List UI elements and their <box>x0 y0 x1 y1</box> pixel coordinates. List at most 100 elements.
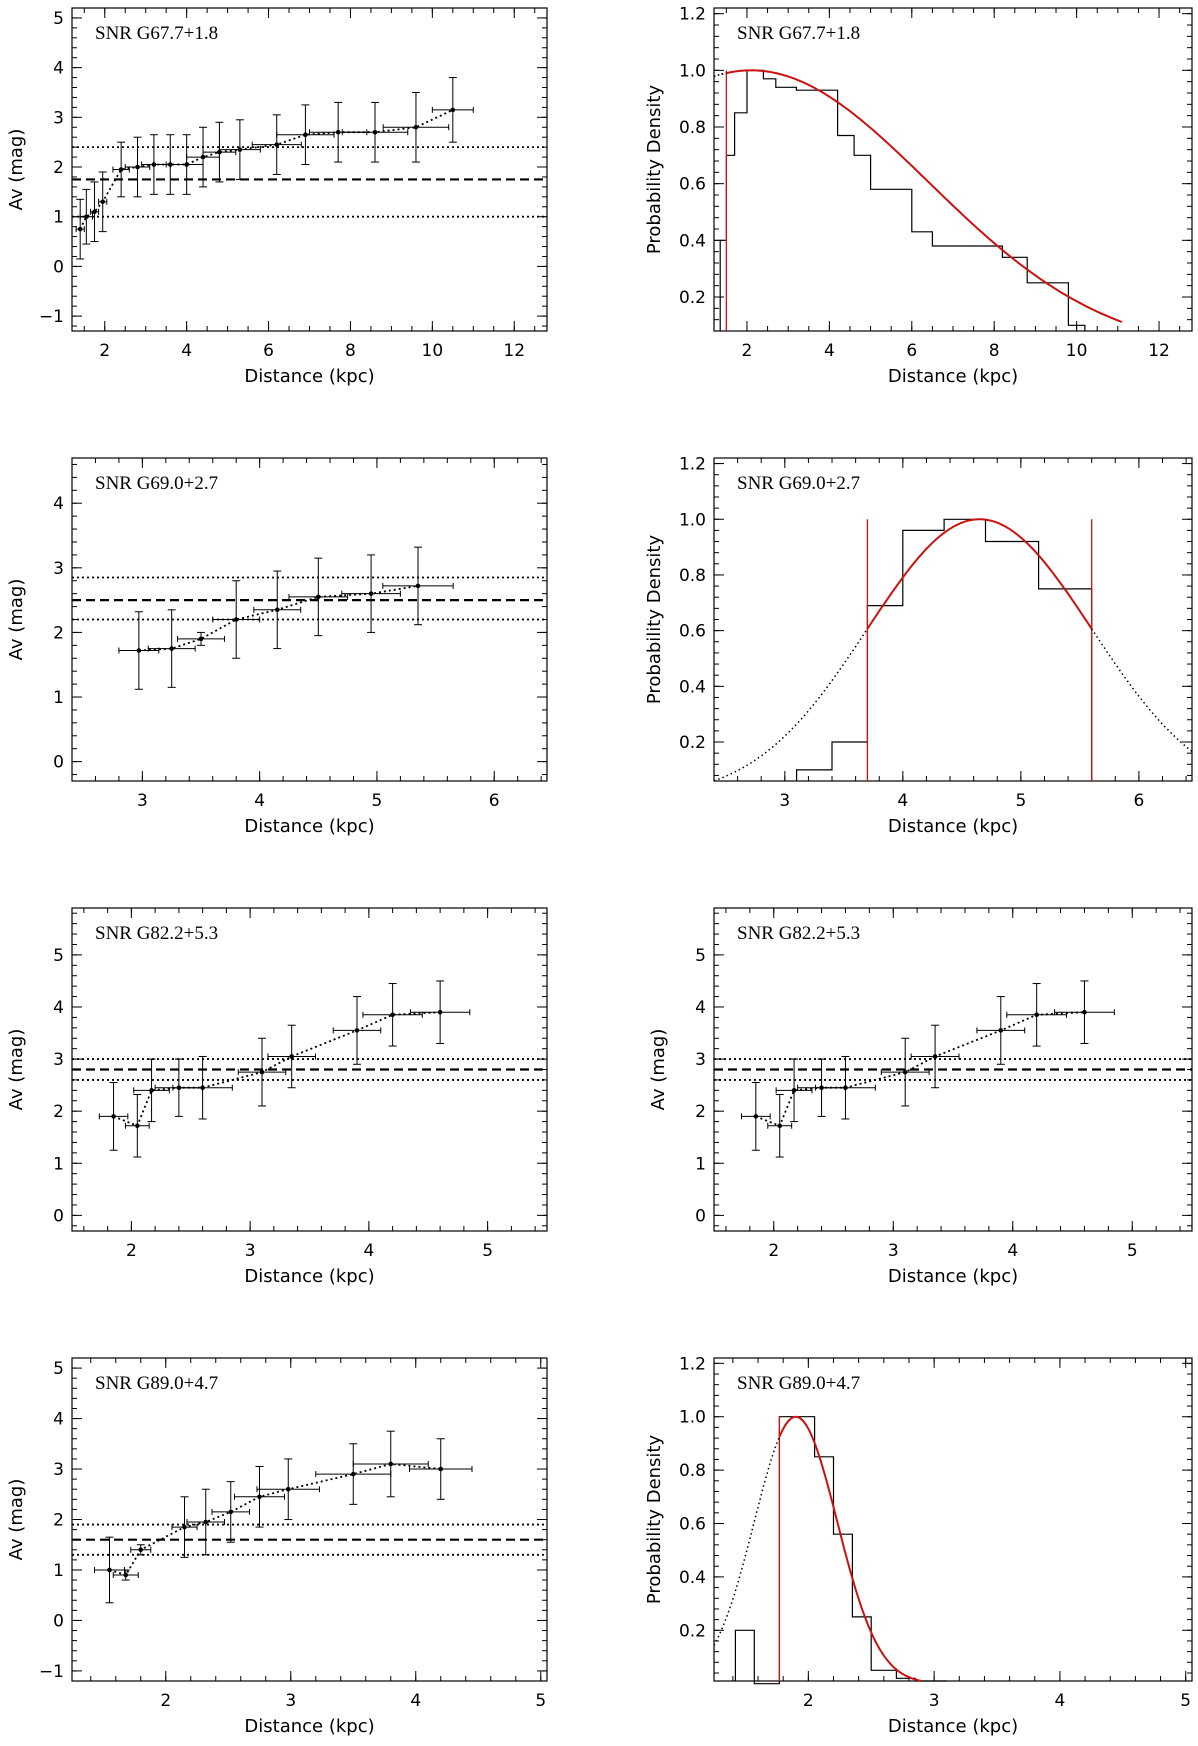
data-point <box>135 164 140 170</box>
y-tick-label: 0.2 <box>679 288 706 308</box>
x-tick-label: 4 <box>363 1241 374 1261</box>
data-point <box>932 1054 938 1059</box>
y-axis-label: Probability Density <box>644 535 665 705</box>
data-layer <box>713 518 1193 782</box>
data-point <box>438 1466 444 1472</box>
fit-curve <box>726 69 1123 323</box>
x-tick-label: 5 <box>1015 791 1026 811</box>
data-point <box>100 199 106 205</box>
y-tick-label: 0.6 <box>679 1515 706 1535</box>
x-tick-label: 3 <box>285 1691 296 1711</box>
data-point <box>753 1114 759 1119</box>
data-point <box>138 1547 144 1553</box>
plot-frame <box>71 1357 548 1682</box>
trend-line <box>755 1011 1085 1127</box>
y-tick-label: 5 <box>53 9 64 29</box>
data-point <box>1034 1012 1039 1018</box>
y-tick-label: 1 <box>53 1154 64 1174</box>
data-point <box>237 147 243 152</box>
y-tick-label: −1 <box>39 307 64 327</box>
data-point <box>149 1088 154 1093</box>
fit-curve-extrapolated <box>1091 628 1193 753</box>
panel-title: SNR G67.7+1.8 <box>737 23 860 44</box>
fit-curve-extrapolated <box>713 1436 781 1646</box>
panel-g89-pdf: SNR G89.0+4.7 Distance (kpc) Probability… <box>644 1354 1193 1737</box>
y-tick-label: 4 <box>53 998 64 1018</box>
trend-line <box>138 585 419 652</box>
data-layer <box>713 1415 947 1685</box>
y-tick-label: 0.4 <box>679 1568 706 1588</box>
x-axis-label: Distance (kpc) <box>244 366 374 387</box>
data-point <box>107 1567 112 1573</box>
data-point <box>77 226 83 232</box>
data-point <box>303 132 308 138</box>
panel-title: SNR G89.0+4.7 <box>737 1373 860 1394</box>
y-axis-label: Av (mag) <box>6 129 27 211</box>
y-tick-label: 0.6 <box>679 175 706 195</box>
y-tick-label: 1.2 <box>679 1354 706 1374</box>
panel-g69-av: SNR G69.0+2.7 Distance (kpc) Av (mag) 3 4… <box>6 457 548 837</box>
data-point <box>135 1123 140 1129</box>
data-point <box>259 1069 265 1075</box>
y-tick-label: −1 <box>39 1662 64 1682</box>
y-tick-label: 1 <box>53 688 64 708</box>
panel-g67-pdf: SNR G67.7+1.8 Distance (kpc) Probability… <box>644 5 1193 387</box>
x-tick-label: 3 <box>929 1691 940 1711</box>
tick-layer: 2 4 6 8 10 12 0.2 0.4 0.6 0.8 1.0 1.2 <box>679 5 1192 361</box>
x-tick-label: 3 <box>137 791 148 811</box>
panel-title: SNR G82.2+5.3 <box>95 923 218 944</box>
panel-title: SNR G82.2+5.3 <box>737 923 860 944</box>
x-tick-label: 3 <box>245 1241 256 1261</box>
x-tick-label: 6 <box>906 341 917 361</box>
data-point <box>228 1509 234 1515</box>
data-point <box>274 607 280 613</box>
y-tick-label: 3 <box>53 1050 64 1070</box>
panel-title: SNR G69.0+2.7 <box>737 473 860 494</box>
fit-curve-extrapolated <box>713 72 727 78</box>
y-tick-label: 0.2 <box>679 733 706 753</box>
data-point <box>84 214 89 220</box>
y-tick-label: 0 <box>53 753 64 773</box>
data-layer <box>72 77 547 260</box>
tick-layer: 3 4 5 6 0.2 0.4 0.6 0.8 1.0 1.2 <box>679 455 1192 811</box>
x-tick-label: 2 <box>126 1241 137 1261</box>
y-tick-label: 0.8 <box>679 566 706 586</box>
x-axis-label: Distance (kpc) <box>244 1716 374 1737</box>
x-tick-label: 12 <box>503 341 525 361</box>
x-tick-label: 4 <box>824 341 835 361</box>
y-tick-label: 3 <box>53 108 64 128</box>
x-tick-label: 10 <box>1066 341 1088 361</box>
y-tick-label: 2 <box>53 158 64 178</box>
histogram <box>796 518 1093 781</box>
x-tick-label: 8 <box>989 341 1000 361</box>
y-tick-label: 1.2 <box>679 5 706 25</box>
fit-curve <box>778 1415 922 1682</box>
x-tick-label: 2 <box>803 1691 814 1711</box>
data-layer <box>72 1430 547 1604</box>
fit-curve-extrapolated <box>713 628 869 782</box>
data-point <box>315 594 321 600</box>
panel-g82-av-right: SNR G82.2+5.3 Distance (kpc) Av (mag) 2 3… <box>648 907 1193 1287</box>
data-point <box>182 1524 187 1530</box>
tick-layer: 2 3 4 5 −1 0 1 2 3 4 5 <box>39 1358 547 1711</box>
data-point <box>437 1009 443 1015</box>
y-tick-label: 2 <box>695 1102 706 1122</box>
data-point <box>285 1486 291 1492</box>
x-tick-label: 6 <box>263 341 274 361</box>
x-tick-label: 4 <box>410 1691 421 1711</box>
x-tick-label: 2 <box>160 1691 171 1711</box>
data-point <box>1082 1009 1087 1015</box>
y-axis-label: Probability Density <box>644 85 665 255</box>
y-tick-label: 1 <box>53 208 64 228</box>
y-tick-label: 0 <box>695 1206 706 1226</box>
x-tick-label: 2 <box>768 1241 779 1261</box>
x-tick-label: 6 <box>489 791 500 811</box>
data-point <box>233 617 239 622</box>
y-tick-label: 0 <box>53 257 64 277</box>
data-point <box>274 142 280 147</box>
panel-title: SNR G69.0+2.7 <box>95 473 218 494</box>
data-point <box>777 1123 783 1129</box>
y-axis-label: Av (mag) <box>6 1029 27 1111</box>
x-tick-label: 4 <box>254 791 265 811</box>
